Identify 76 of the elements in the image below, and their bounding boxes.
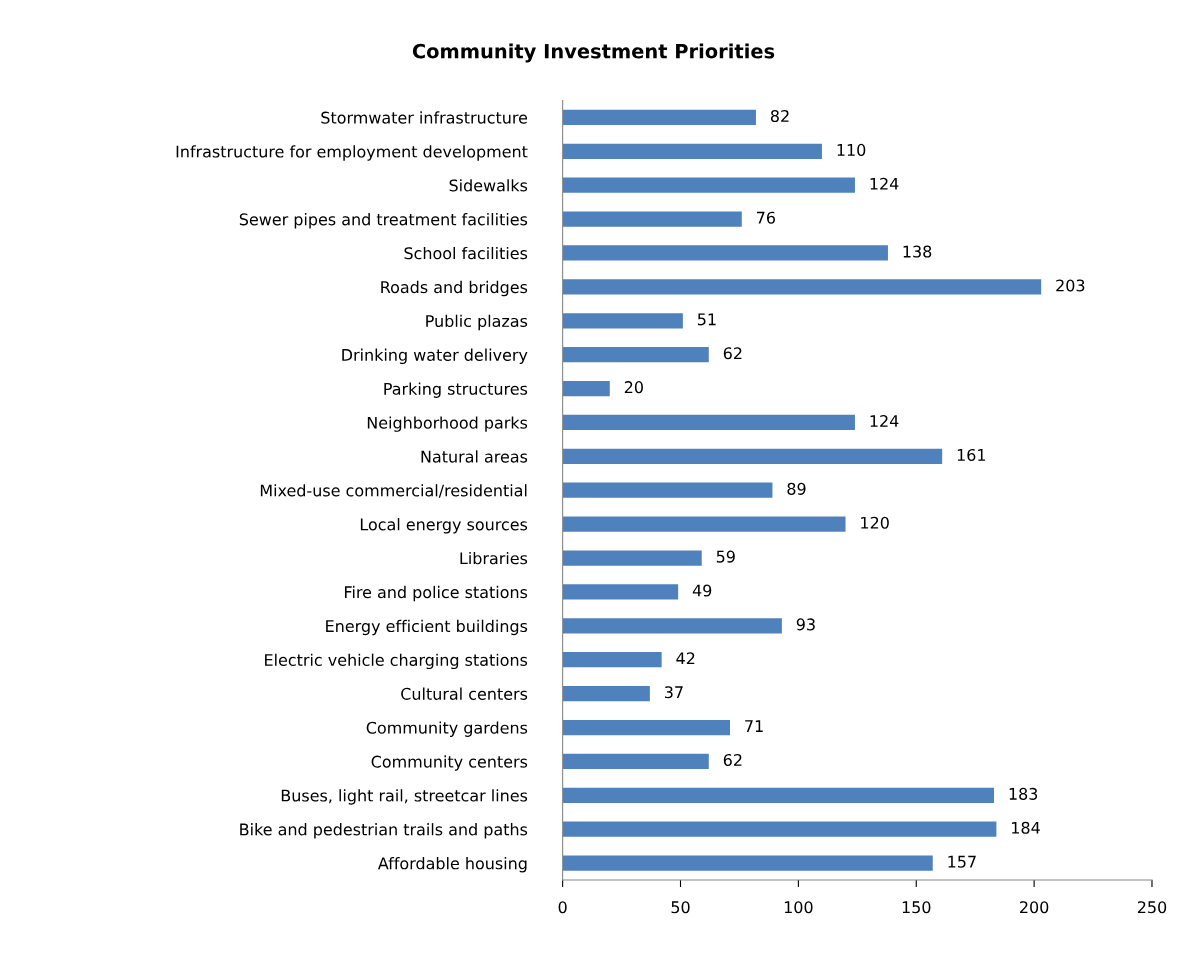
data-label: 161 <box>957 448 986 461</box>
y-tick-label: Sidewalks <box>449 179 528 192</box>
bar <box>562 279 1042 295</box>
y-tick-label: Mixed-use commercial/residential <box>260 484 527 498</box>
bar <box>562 584 679 600</box>
y-tick-label: Electric vehicle charging stations <box>265 653 528 670</box>
y-tick-label: Parking structures <box>384 382 528 398</box>
y-tick-label: Community centers <box>371 755 528 771</box>
bar <box>562 414 855 431</box>
y-tick-label: Natural areas <box>421 450 528 463</box>
data-label: 71 <box>745 720 763 732</box>
y-tick-label: Cultural centers <box>401 687 528 700</box>
x-tick-label: 100 <box>784 901 813 914</box>
y-tick-label: Bike and pedestrian trails and paths <box>240 823 528 839</box>
data-label: 82 <box>770 109 789 123</box>
data-label: 51 <box>697 313 716 326</box>
bar <box>562 516 846 532</box>
bar <box>562 618 782 634</box>
y-tick-label: Roads and bridges <box>381 280 528 297</box>
bar <box>562 313 683 329</box>
bar <box>562 550 702 566</box>
x-tick-label: 200 <box>1020 901 1049 914</box>
bar <box>562 719 731 736</box>
bar <box>562 855 933 871</box>
bar <box>562 652 662 668</box>
data-label: 62 <box>723 347 742 360</box>
y-tick-label: Libraries <box>460 551 528 565</box>
data-label: 138 <box>903 245 932 258</box>
y-tick-label: Sewer pipes and treatment facilities <box>239 213 528 229</box>
y-tick-label: Affordable housing <box>377 857 527 873</box>
bar <box>562 177 855 193</box>
data-label: 42 <box>676 652 695 665</box>
y-tick-label: Buses, light rail, streetcar lines <box>281 789 528 805</box>
x-tick-label: 50 <box>671 901 690 914</box>
y-tick-label: Energy efficient buildings <box>326 619 528 636</box>
bar <box>562 448 943 464</box>
x-tick-label: 0 <box>558 901 567 914</box>
data-label: 76 <box>757 211 776 224</box>
y-tick-label: Drinking water delivery <box>342 348 528 365</box>
y-tick-label: Local energy sources <box>360 518 528 534</box>
data-label: 120 <box>861 516 889 529</box>
bar <box>562 685 650 702</box>
data-label: 157 <box>948 855 976 868</box>
data-label: 59 <box>716 550 735 563</box>
data-label: 183 <box>1009 787 1038 800</box>
bar <box>562 245 888 261</box>
data-label: 93 <box>796 618 815 631</box>
bar <box>562 821 997 837</box>
data-label: 184 <box>1012 821 1040 834</box>
y-tick-label: Public plazas <box>426 314 528 331</box>
bar <box>562 482 773 498</box>
y-tick-label: Community gardens <box>366 721 528 737</box>
y-tick-label: Neighborhood parks <box>367 416 528 432</box>
y-tick-label: Stormwater infrastructure <box>321 111 528 124</box>
y-tick-label: Fire and police stations <box>345 585 528 602</box>
data-label: 37 <box>664 686 683 699</box>
data-label: 89 <box>787 482 806 495</box>
data-label: 203 <box>1056 279 1085 292</box>
bar <box>562 211 742 227</box>
y-tick-label: School facilities <box>404 246 528 260</box>
bar <box>562 347 709 363</box>
x-tick-label: 250 <box>1137 901 1167 914</box>
data-label: 20 <box>624 381 643 394</box>
data-label: 49 <box>692 584 712 597</box>
bar <box>562 753 709 770</box>
chart-title: Community Investment Priorities <box>412 43 775 63</box>
data-label: 110 <box>837 143 866 156</box>
data-label: 62 <box>723 753 742 767</box>
bar <box>562 109 756 126</box>
y-tick-label: Infrastructure for employment development <box>176 145 528 161</box>
bar <box>562 380 610 397</box>
bar <box>562 143 822 159</box>
x-tick-label: 150 <box>902 901 931 914</box>
data-label: 124 <box>870 177 899 190</box>
bar <box>562 787 995 803</box>
data-label: 124 <box>870 415 899 427</box>
